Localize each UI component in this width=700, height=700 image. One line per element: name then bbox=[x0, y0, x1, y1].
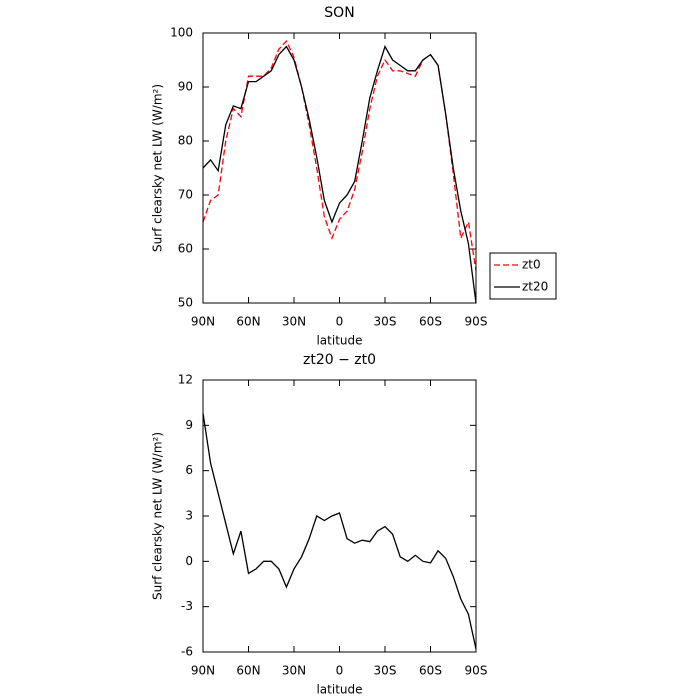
y-tick-label: 100 bbox=[170, 26, 193, 40]
line-series bbox=[202, 39, 477, 271]
x-tick-label: 0 bbox=[336, 315, 344, 329]
y-tick-label: 90 bbox=[178, 80, 193, 94]
y-tick-label: 6 bbox=[185, 463, 193, 477]
x-axis-label: latitude bbox=[316, 683, 362, 697]
x-tick-label: 0 bbox=[336, 664, 344, 678]
panel-title: SON bbox=[324, 5, 354, 21]
legend-label: zt20 bbox=[522, 280, 548, 294]
line-series bbox=[202, 44, 477, 304]
panel: zt20 − zt0 latitude Surf clearsky net LW (… bbox=[151, 352, 488, 697]
x-tick-label: 30N bbox=[282, 315, 306, 329]
y-tick-label: 12 bbox=[178, 373, 193, 387]
y-tick-label: 9 bbox=[185, 418, 193, 432]
x-tick-label: 60N bbox=[236, 664, 260, 678]
x-tick-label: 90N bbox=[191, 315, 215, 329]
y-axis-label: Surf clearsky net LW (W/m²) bbox=[151, 84, 165, 252]
x-tick-label: 60S bbox=[419, 315, 442, 329]
legend-box bbox=[489, 252, 557, 300]
plot-frame bbox=[202, 32, 477, 304]
x-tick-label: 30N bbox=[282, 664, 306, 678]
x-tick-label: 30S bbox=[374, 664, 397, 678]
y-axis-label: Surf clearsky net LW (W/m²) bbox=[151, 432, 165, 600]
x-tick-label: 30S bbox=[374, 315, 397, 329]
y-tick-label: 60 bbox=[178, 242, 193, 256]
x-tick-label: 90N bbox=[191, 664, 215, 678]
panel-title: zt20 − zt0 bbox=[303, 352, 376, 368]
legend-label: zt0 bbox=[522, 258, 541, 272]
line-series bbox=[202, 413, 477, 650]
x-tick-label: 90S bbox=[465, 315, 488, 329]
x-axis-label: latitude bbox=[316, 334, 362, 348]
x-tick-label: 90S bbox=[465, 664, 488, 678]
y-tick-label: 50 bbox=[178, 296, 193, 310]
y-tick-label: -3 bbox=[181, 599, 193, 613]
x-tick-label: 60S bbox=[419, 664, 442, 678]
y-tick-label: 80 bbox=[178, 134, 193, 148]
y-tick-label: 0 bbox=[185, 554, 193, 568]
y-tick-label: 3 bbox=[185, 509, 193, 523]
panel: SON latitude Surf clearsky net LW (W/m²) 50… bbox=[151, 5, 557, 348]
plot-frame bbox=[202, 379, 477, 653]
y-tick-label: 70 bbox=[178, 188, 193, 202]
x-tick-label: 60N bbox=[236, 315, 260, 329]
y-tick-label: -6 bbox=[181, 645, 193, 659]
